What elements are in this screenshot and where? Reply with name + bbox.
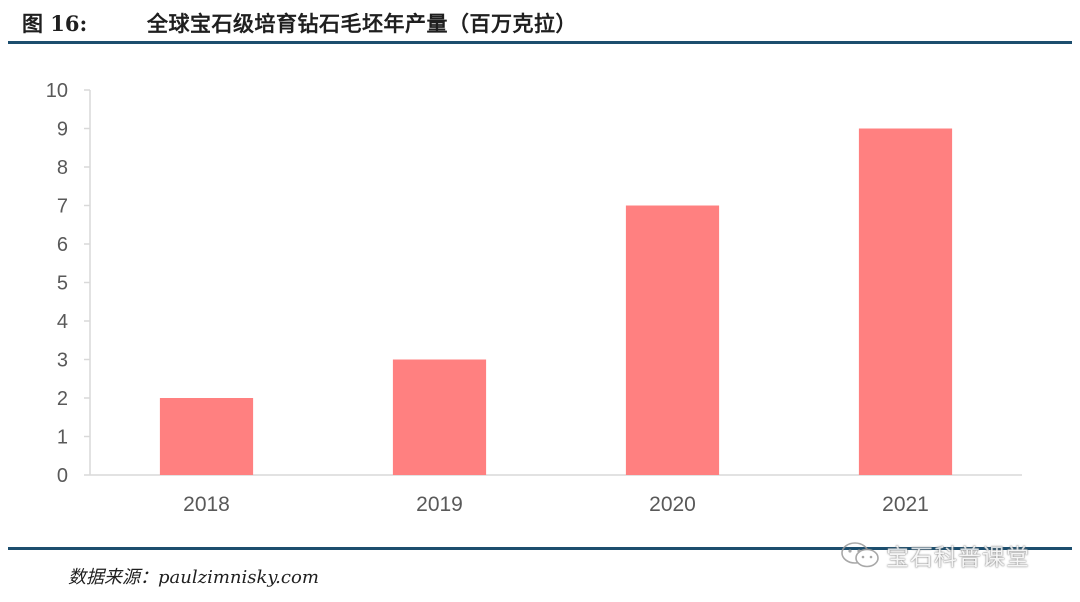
x-axis: 2018 2019 2020 2021 [90, 474, 1022, 516]
y-tick-label: 8 [57, 157, 68, 179]
bar-2021 [858, 128, 953, 475]
x-tick-label: 2018 [183, 493, 230, 516]
y-axis: 0 1 2 3 4 5 6 7 8 9 10 [46, 80, 91, 487]
y-tick-label: 4 [57, 311, 68, 333]
y-tick-label: 9 [57, 119, 68, 141]
y-tick-label: 1 [57, 427, 68, 449]
y-tick-label: 7 [57, 196, 68, 218]
bottom-rule [8, 547, 1072, 550]
y-tick-label: 10 [46, 80, 68, 102]
x-tick-label: 2021 [882, 493, 929, 516]
figure-title: 全球宝石级培育钻石毛坯年产量（百万克拉） [147, 12, 577, 36]
y-tick-label: 0 [57, 465, 68, 487]
y-tick-label: 5 [57, 273, 68, 295]
y-tick-label: 6 [57, 234, 68, 256]
x-tick-label: 2020 [649, 493, 696, 516]
top-rule [8, 41, 1072, 44]
bars [159, 128, 953, 475]
bar-2020 [625, 205, 720, 475]
bar-2018 [159, 398, 254, 475]
bar-2019 [392, 359, 487, 475]
figure-number: 图 16: [22, 11, 88, 36]
wechat-icon [841, 542, 879, 568]
watermark-text: 宝石科普课堂 [886, 545, 1030, 571]
y-tick-label: 3 [57, 350, 68, 372]
watermark: 宝石科普课堂 [838, 538, 1030, 572]
source-note: 数据来源：paulzimnisky.com [68, 567, 319, 588]
x-tick-label: 2019 [416, 493, 463, 516]
y-tick-label: 2 [57, 388, 68, 410]
figure-header: 图 16: 全球宝石级培育钻石毛坯年产量（百万克拉） [22, 6, 1070, 38]
